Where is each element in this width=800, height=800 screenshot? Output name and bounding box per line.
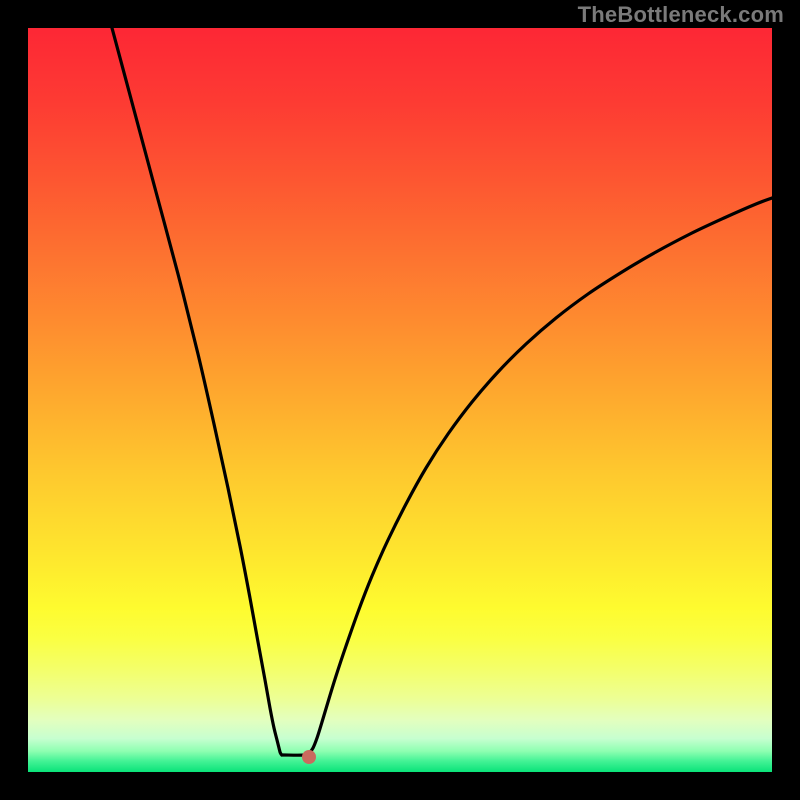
watermark-text: TheBottleneck.com (578, 2, 784, 28)
plot-area (28, 28, 772, 772)
chart-frame: TheBottleneck.com (0, 0, 800, 800)
gradient-background (28, 28, 772, 772)
optimal-point-marker (302, 750, 316, 764)
